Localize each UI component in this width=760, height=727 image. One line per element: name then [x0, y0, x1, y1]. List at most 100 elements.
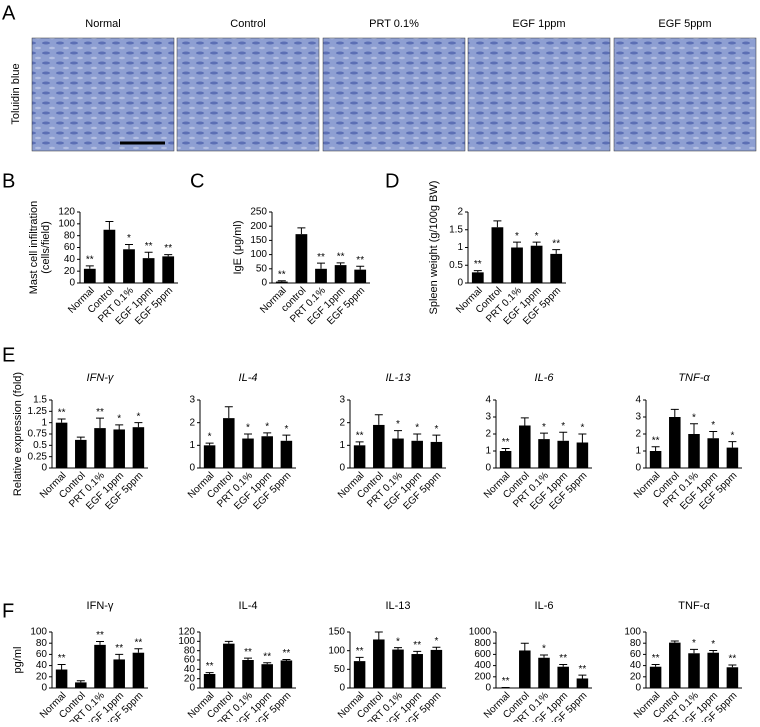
bar — [538, 439, 550, 468]
significance: * — [542, 644, 546, 655]
y-tick-label: 800 — [474, 638, 491, 649]
y-tick-label: 3 — [339, 395, 345, 406]
bar — [242, 660, 254, 688]
y-axis-label: IgE (μg/ml) — [232, 220, 244, 274]
y-tick-label: 600 — [474, 649, 491, 660]
y-tick-label: 40 — [36, 660, 48, 671]
bar — [261, 664, 273, 688]
bar — [75, 682, 87, 688]
bar — [276, 282, 288, 283]
bar — [354, 445, 366, 468]
y-tick-label: 1 — [485, 446, 491, 457]
significance: ** — [145, 241, 153, 252]
bar — [727, 667, 739, 688]
chart-title: TNF-α — [678, 372, 710, 384]
error-bar — [394, 431, 402, 439]
y-axis-label: Spleen weight (g/100g BW) — [428, 181, 440, 315]
y-tick-label: 400 — [474, 660, 491, 671]
significance: ** — [552, 238, 560, 249]
significance: ** — [96, 630, 104, 641]
bar — [56, 423, 68, 468]
panel-letter: E — [2, 344, 15, 366]
bar — [669, 643, 681, 688]
error-bar — [671, 641, 679, 643]
bar — [492, 227, 504, 283]
significance: ** — [652, 435, 660, 446]
error-bar — [356, 442, 364, 445]
error-bar — [225, 641, 233, 643]
error-bar — [690, 649, 698, 653]
significance: ** — [356, 255, 364, 266]
error-bar — [578, 675, 586, 678]
bar — [354, 661, 366, 688]
y-tick-label: 0 — [69, 278, 75, 289]
error-bar — [115, 425, 123, 430]
y-axis-label: Relative expression (fold) — [12, 372, 24, 496]
y-tick-label: 4 — [635, 395, 641, 406]
bar — [373, 639, 385, 688]
y-tick-label: 1 — [189, 440, 195, 451]
significance: * — [117, 414, 121, 425]
y-tick-label: 1.25 — [28, 406, 48, 417]
panel-letter: D — [385, 170, 399, 192]
bar — [84, 269, 96, 283]
bar — [104, 230, 116, 283]
error-bar — [356, 657, 364, 661]
significance: * — [396, 419, 400, 430]
panel-letter: B — [2, 170, 15, 192]
bar — [650, 667, 662, 688]
error-bar — [413, 651, 421, 654]
y-tick-label: 40 — [64, 254, 76, 265]
y-tick-label: 50 — [334, 664, 346, 675]
bar — [94, 645, 106, 688]
error-bar — [521, 418, 529, 426]
bar — [511, 248, 523, 284]
significance: ** — [283, 648, 291, 659]
bar — [281, 660, 293, 688]
bar — [431, 442, 443, 468]
error-bar — [728, 442, 736, 448]
bar — [261, 436, 273, 468]
significance: * — [415, 423, 419, 434]
y-tick-label: 100 — [30, 627, 47, 638]
histology-image — [614, 38, 756, 151]
error-bar — [356, 266, 364, 269]
chart-title: IL-13 — [385, 600, 410, 612]
y-tick-label: 60 — [630, 649, 642, 660]
y-tick-label: 100 — [250, 249, 267, 260]
y-tick-label: 3 — [635, 412, 641, 423]
image-label: Normal — [85, 18, 120, 30]
y-tick-label: 1.5 — [449, 224, 463, 235]
significance: ** — [579, 664, 587, 675]
error-bar — [115, 654, 123, 659]
significance: ** — [263, 651, 271, 662]
bar — [143, 258, 155, 283]
error-bar — [86, 266, 94, 269]
error-bar — [244, 658, 252, 660]
significance: * — [284, 424, 288, 435]
significance: ** — [86, 254, 94, 265]
y-tick-label: 200 — [250, 221, 267, 232]
bar — [133, 427, 145, 468]
image-label: EGF 5ppm — [658, 18, 711, 30]
significance: ** — [317, 252, 325, 263]
error-bar — [134, 423, 142, 428]
significance: ** — [58, 653, 66, 664]
error-bar — [493, 221, 501, 227]
error-bar — [134, 649, 142, 653]
error-bar — [206, 443, 214, 445]
y-tick-label: 60 — [64, 242, 76, 253]
significance: * — [136, 411, 140, 422]
significance: ** — [244, 647, 252, 658]
bar — [223, 418, 235, 468]
significance: * — [434, 424, 438, 435]
error-bar — [552, 250, 560, 254]
y-tick-label: 1 — [339, 440, 345, 451]
significance: ** — [729, 654, 737, 665]
error-bar — [317, 263, 325, 269]
y-tick-label: 0.25 — [28, 451, 48, 462]
y-tick-label: 1 — [635, 446, 641, 457]
y-tick-label: 0 — [261, 278, 267, 289]
y-axis-label: (cells/field) — [40, 221, 52, 274]
